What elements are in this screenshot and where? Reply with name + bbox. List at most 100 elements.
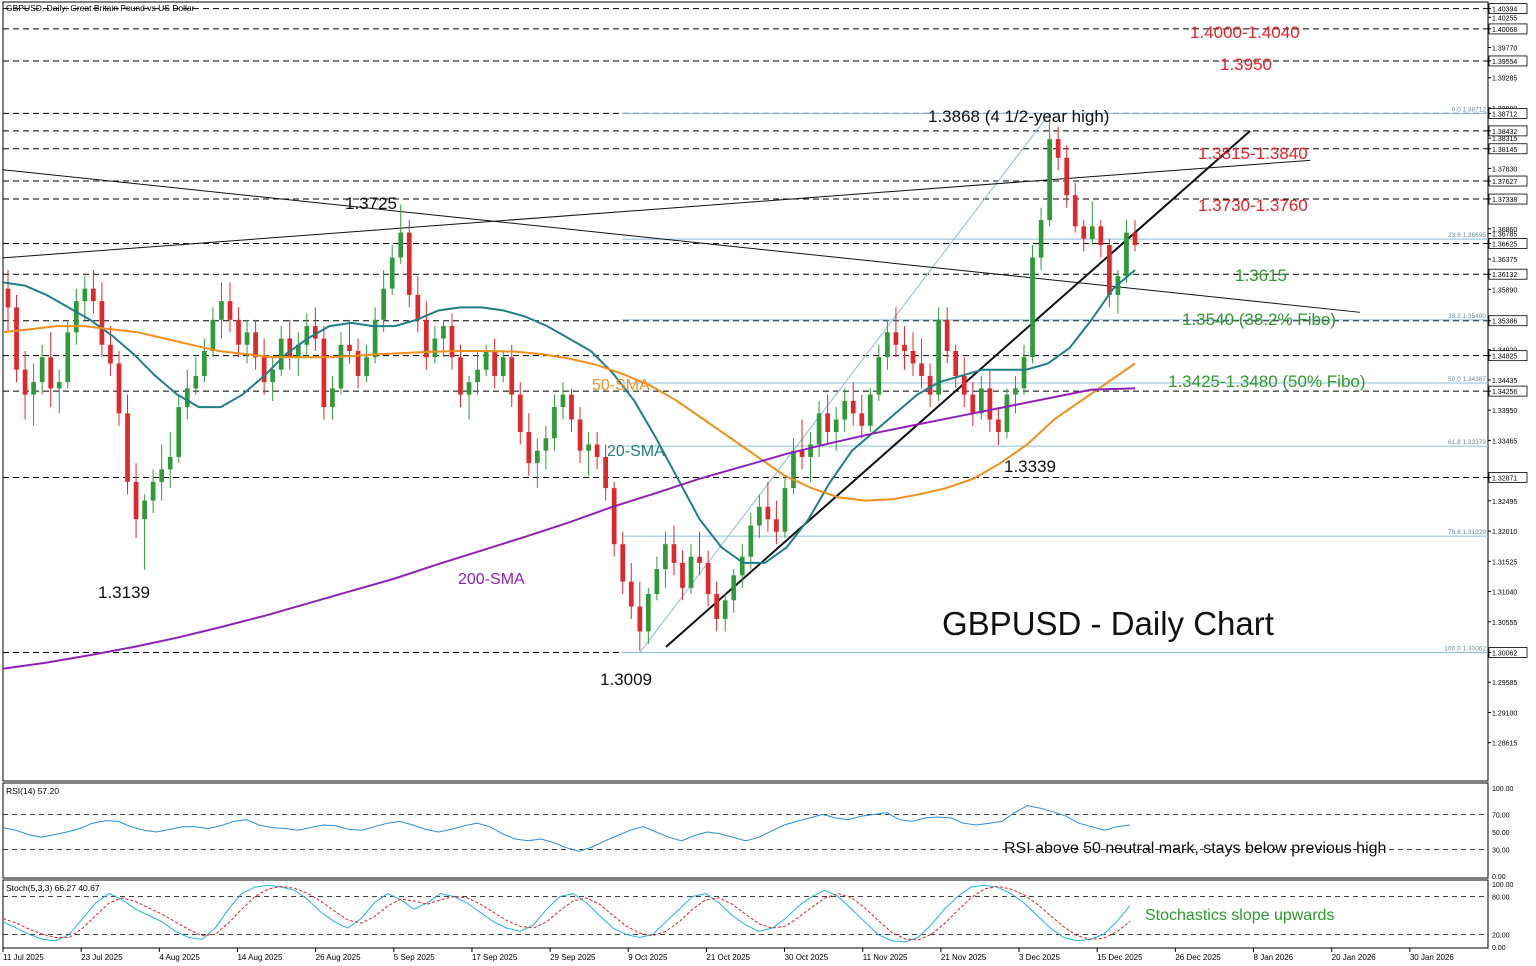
candle-body (116, 363, 122, 414)
date-tick-label: 5 Sep 2025 (394, 953, 435, 962)
candle-body (389, 257, 395, 289)
candle-body (99, 301, 105, 345)
candle-body (142, 500, 147, 520)
candle-body (1021, 357, 1027, 389)
date-tick-label: 11 Jul 2025 (3, 953, 44, 962)
candle-body (961, 375, 967, 395)
candle-body (509, 357, 515, 395)
price-tick-label: 1.39285 (1492, 76, 1517, 83)
candle-body (313, 326, 318, 339)
candle-body (287, 338, 293, 358)
candle-body (73, 301, 79, 333)
annotation-1-3339: 1.3339 (1004, 457, 1056, 476)
annotation-1-3009: 1.3009 (600, 670, 652, 689)
annotation-1-4000-1-4040: 1.4000-1.4040 (1190, 23, 1300, 42)
candle-body (65, 332, 71, 383)
candle-body (424, 319, 429, 358)
candle-body (304, 326, 310, 345)
rsi-tick-label: 30.00 (1492, 848, 1510, 855)
price-tick-label: 1.40255 (1492, 15, 1517, 22)
candle-body (671, 544, 677, 563)
candlesticks-layer (5, 115, 1138, 651)
date-tick-label: 21 Nov 2025 (941, 953, 987, 962)
stochastic-layer: 100.00 80.00 20.00 0.00 (2, 882, 1514, 952)
candle-body (620, 544, 626, 582)
stoch-annotation: Stochastics slope upwards (1145, 907, 1334, 924)
fib-label: 0.0 1.38712 (1452, 106, 1487, 113)
candle-body (978, 388, 984, 414)
rsi-panel-frame (2, 782, 1489, 879)
candle-body (261, 357, 267, 383)
annotation-1-3139: 1.3139 (98, 583, 150, 602)
price-tick-label: 1.33465 (1492, 438, 1517, 445)
date-tick-label: 9 Oct 2025 (628, 953, 668, 962)
annotation-1-3425-1-3480-fibo: 1.3425-1.3480 (50% Fibo) (1168, 372, 1366, 391)
candle-body (125, 413, 130, 482)
date-tick-label: 21 Oct 2025 (706, 953, 750, 962)
candle-body (22, 369, 28, 395)
rsi-caption: RSI(14) 57.20 (6, 786, 59, 796)
price-tick-label: 1.36785 (1492, 232, 1517, 239)
candle-body (381, 288, 387, 320)
price-tick-label: 1.29100 (1492, 710, 1517, 717)
candle-body (48, 357, 54, 389)
fib-label: 61.8 1.33373 (1448, 439, 1486, 446)
candle-body (338, 344, 344, 389)
price-tick-label: 1.35386 (1492, 319, 1517, 326)
price-tick-label: 1.34256 (1492, 389, 1517, 396)
candle-body (569, 394, 574, 420)
candle-body (270, 369, 276, 383)
symbol-caption: GBPUSD, Daily: Great Britain Pound vs US… (6, 3, 195, 13)
candle-body (535, 450, 540, 464)
candle-body (458, 357, 463, 395)
price-tick-label: 1.38712 (1492, 111, 1517, 118)
trendlines-layer (2, 130, 1361, 648)
candle-body (56, 382, 62, 389)
candle-body (355, 350, 361, 376)
candle-body (586, 444, 591, 451)
annotation-1-3540-fibo: 1.3540 (38.2% Fibo) (1182, 310, 1336, 329)
candle-body (996, 419, 1001, 433)
candle-body (193, 375, 199, 389)
candle-body (202, 350, 207, 376)
sma-line-20 (2, 269, 1136, 564)
candle-body (517, 394, 523, 433)
date-tick-label: 20 Jan 2026 (1332, 953, 1377, 962)
candle-body (628, 581, 634, 607)
date-tick-label: 30 Oct 2025 (785, 953, 829, 962)
stoch-tick-label: 0.00 (1492, 945, 1506, 952)
rsi-tick-label: 100.00 (1492, 786, 1514, 793)
candle-body (552, 407, 557, 439)
price-tick-label: 1.30062 (1492, 650, 1517, 657)
price-tick-label: 1.30555 (1492, 620, 1517, 627)
fib-label: 50.0 1.34387 (1448, 376, 1486, 383)
candle-body (842, 400, 848, 420)
candle-body (1081, 226, 1087, 239)
candle-body (927, 375, 933, 395)
candle-body (893, 332, 899, 345)
candle-body (714, 594, 719, 619)
candle-body (441, 326, 446, 339)
candle-body (398, 232, 404, 258)
candle-body (1098, 226, 1104, 246)
candle-body (150, 481, 156, 501)
price-tick-label: 1.32495 (1492, 499, 1517, 506)
candle-body (14, 307, 19, 370)
price-tick-label: 1.31040 (1492, 590, 1517, 597)
candle-body (347, 344, 352, 351)
price-tick-label: 1.32871 (1492, 475, 1517, 482)
price-tick-label: 1.36375 (1492, 257, 1517, 264)
candle-body (833, 419, 839, 433)
candle-body (1072, 195, 1078, 227)
rsi-tick-label: 0.00 (1492, 874, 1506, 881)
chart-title: GBPUSD - Daily Chart (942, 605, 1274, 642)
candle-body (466, 382, 472, 395)
ascending-resistance-line (2, 159, 1311, 259)
candle-body (330, 388, 335, 408)
candle-body (475, 369, 480, 383)
candle-body (611, 488, 617, 545)
candle-body (808, 444, 813, 457)
stoch-tick-label: 100.00 (1492, 882, 1514, 889)
candle-body (432, 338, 438, 358)
candle-body (936, 319, 941, 395)
